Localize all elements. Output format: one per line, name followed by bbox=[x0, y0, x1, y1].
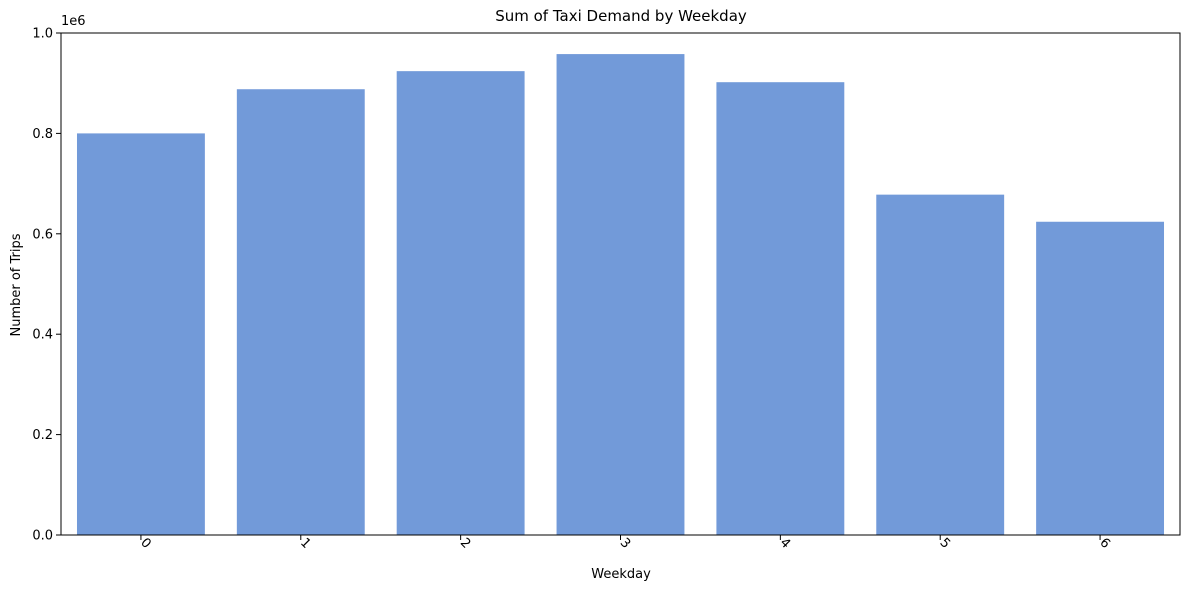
x-axis-ticks: 0 1 2 3 4 5 6 bbox=[137, 535, 1113, 552]
y-tick-label: 0.2 bbox=[32, 428, 53, 443]
y-tick-label: 0.8 bbox=[32, 127, 53, 142]
x-tick-label: 0 bbox=[137, 535, 153, 551]
y-axis-scale-label: 1e6 bbox=[61, 14, 86, 29]
bar-4 bbox=[716, 82, 845, 536]
bar-5 bbox=[876, 194, 1005, 536]
y-tick-label: 0.0 bbox=[32, 529, 53, 544]
x-tick-label: 5 bbox=[937, 535, 953, 551]
y-tick-label: 1.0 bbox=[32, 27, 53, 42]
plot-frame bbox=[60, 32, 1181, 536]
bar-6 bbox=[1036, 221, 1165, 535]
y-tick-label: 0.4 bbox=[32, 328, 53, 343]
bar-0 bbox=[76, 133, 205, 535]
x-tick-label: 1 bbox=[297, 535, 313, 551]
x-tick-label: 2 bbox=[457, 535, 473, 551]
bar-1 bbox=[236, 89, 365, 535]
x-tick-label: 3 bbox=[617, 535, 633, 551]
y-axis-ticks: 0.0 0.2 0.4 0.6 0.8 1.0 bbox=[32, 27, 61, 544]
x-axis-label: Weekday bbox=[591, 567, 651, 582]
x-tick-label: 6 bbox=[1096, 535, 1112, 551]
chart-title: Sum of Taxi Demand by Weekday bbox=[495, 7, 747, 25]
bar-2 bbox=[396, 71, 525, 535]
y-axis-label: Number of Trips bbox=[9, 233, 24, 336]
bar-3 bbox=[556, 54, 685, 536]
y-tick-label: 0.6 bbox=[32, 227, 53, 242]
bars-group bbox=[76, 54, 1165, 536]
x-tick-label: 4 bbox=[777, 535, 793, 551]
